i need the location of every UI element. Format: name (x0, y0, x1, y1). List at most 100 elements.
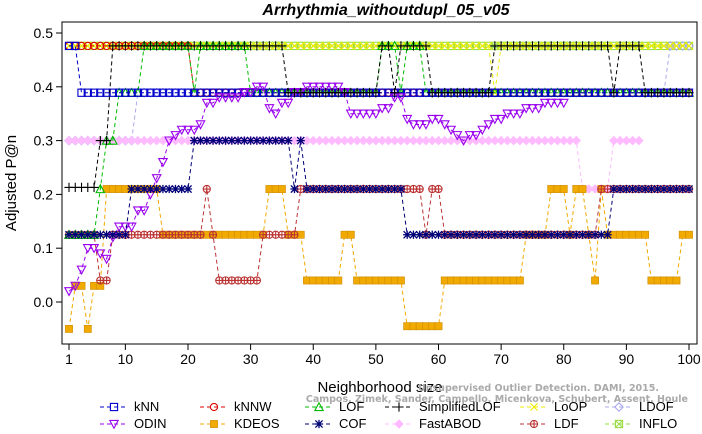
legend-label-odin: ODIN (134, 416, 167, 431)
data-point-loop (290, 41, 299, 50)
data-point-fastabod (571, 135, 582, 146)
data-point-odin (95, 249, 106, 259)
data-point-odin (113, 222, 125, 233)
data-point-cof (233, 136, 243, 145)
data-point-ldf (202, 184, 211, 194)
data-point-loop (309, 41, 318, 50)
legend-marker-ldf (529, 419, 539, 429)
data-point-cof (346, 184, 355, 194)
data-point-cof (641, 184, 650, 194)
data-point-odin (258, 82, 269, 93)
data-point-cof (77, 230, 86, 239)
data-point-knn (114, 88, 124, 97)
data-point-odin (458, 136, 469, 146)
data-point-cof (96, 230, 105, 239)
data-point-fastabod (421, 135, 431, 146)
data-point-fastabod (609, 135, 619, 146)
data-point-loop (428, 41, 437, 50)
data-point-loop (653, 41, 662, 50)
data-point-fastabod (302, 135, 312, 146)
data-point-fastabod (540, 135, 550, 146)
data-point-odin (283, 98, 294, 109)
data-point-fastabod (151, 135, 162, 146)
data-point-odin (452, 131, 463, 141)
y-axis: 0.0 0.1 0.2 0.3 0.4 0.5 (34, 25, 62, 310)
data-point-cof (115, 230, 124, 239)
data-point-knn (196, 88, 205, 97)
x-tick-label: 30 (243, 351, 259, 367)
data-point-fastabod (333, 135, 344, 146)
data-point-cof (177, 184, 186, 194)
data-point-knn (221, 88, 230, 97)
data-point-cof (284, 136, 293, 145)
chart-title: Arrhythmia_withoutdupl_05_v05 (261, 2, 510, 19)
legend-label-ldf: LDF (554, 416, 579, 431)
data-point-odin (502, 109, 513, 120)
legend-item-ldf: LDF (520, 416, 579, 431)
data-point-odin (546, 98, 557, 109)
legend-item-kdeos: KDEOS (200, 416, 280, 431)
plot-frame (61, 21, 698, 345)
data-point-knn (572, 88, 581, 97)
data-point-cof (133, 184, 142, 194)
data-point-knn (565, 88, 575, 97)
data-point-odin (439, 120, 450, 130)
data-point-fastabod (490, 135, 500, 146)
data-point-fastabod (114, 135, 124, 146)
data-point-knn (121, 88, 130, 97)
data-point-cof (165, 184, 174, 194)
data-point-cof (559, 230, 568, 239)
data-point-odin (414, 120, 425, 130)
data-point-odin (539, 98, 551, 109)
data-point-cof (215, 136, 224, 145)
legend-label-knn: kNN (134, 399, 159, 414)
x-tick-label: 70 (493, 351, 509, 367)
data-point-cof (127, 184, 136, 194)
data-point-kdeos (65, 324, 73, 333)
data-point-loop (609, 41, 618, 50)
legend-item-odin: ODIN (100, 416, 167, 431)
y-tick-label: 0.2 (34, 186, 54, 202)
data-point-odin (301, 82, 313, 93)
data-point-odin (132, 206, 144, 216)
data-point-simplifiedlof (684, 88, 694, 98)
data-point-odin (514, 109, 526, 120)
data-point-cof (202, 136, 211, 145)
data-point-simplifiedlof (390, 88, 400, 98)
data-point-cof (446, 230, 456, 239)
data-point-knn (165, 88, 174, 97)
data-point-odin (508, 109, 519, 120)
data-point-odin (207, 98, 219, 109)
data-point-knn (96, 88, 105, 97)
data-point-cof (371, 184, 380, 194)
data-point-fastabod (471, 135, 481, 146)
data-point-knn (584, 88, 593, 97)
data-point-fastabod (615, 135, 625, 146)
data-point-cof (108, 230, 117, 239)
data-point-loop (659, 41, 668, 50)
data-point-odin (521, 104, 532, 114)
data-point-loop (353, 41, 362, 50)
data-point-odin (320, 82, 331, 93)
data-point-loop (685, 41, 693, 50)
data-point-loop (459, 41, 468, 50)
data-point-cof (246, 136, 255, 145)
data-point-cof (590, 230, 600, 239)
x-tick-label: 40 (305, 351, 321, 367)
data-point-fastabod (552, 135, 563, 146)
data-point-knn (158, 88, 168, 97)
legend-label-fastabod: FastABOD (419, 416, 481, 431)
data-point-loop (678, 41, 687, 50)
data-point-kdeos (516, 276, 524, 285)
legend-label-cof: COF (339, 416, 367, 431)
data-point-cof (196, 136, 205, 145)
data-point-cof (490, 230, 499, 239)
data-point-odin (496, 114, 507, 125)
data-point-odin (370, 109, 381, 120)
data-point-odin (377, 104, 388, 114)
data-point-fastabod (546, 135, 556, 146)
data-point-fastabod (314, 135, 325, 146)
data-point-knn (171, 88, 180, 97)
data-point-cof (459, 230, 468, 239)
legend-item-knn: kNN (100, 399, 159, 414)
